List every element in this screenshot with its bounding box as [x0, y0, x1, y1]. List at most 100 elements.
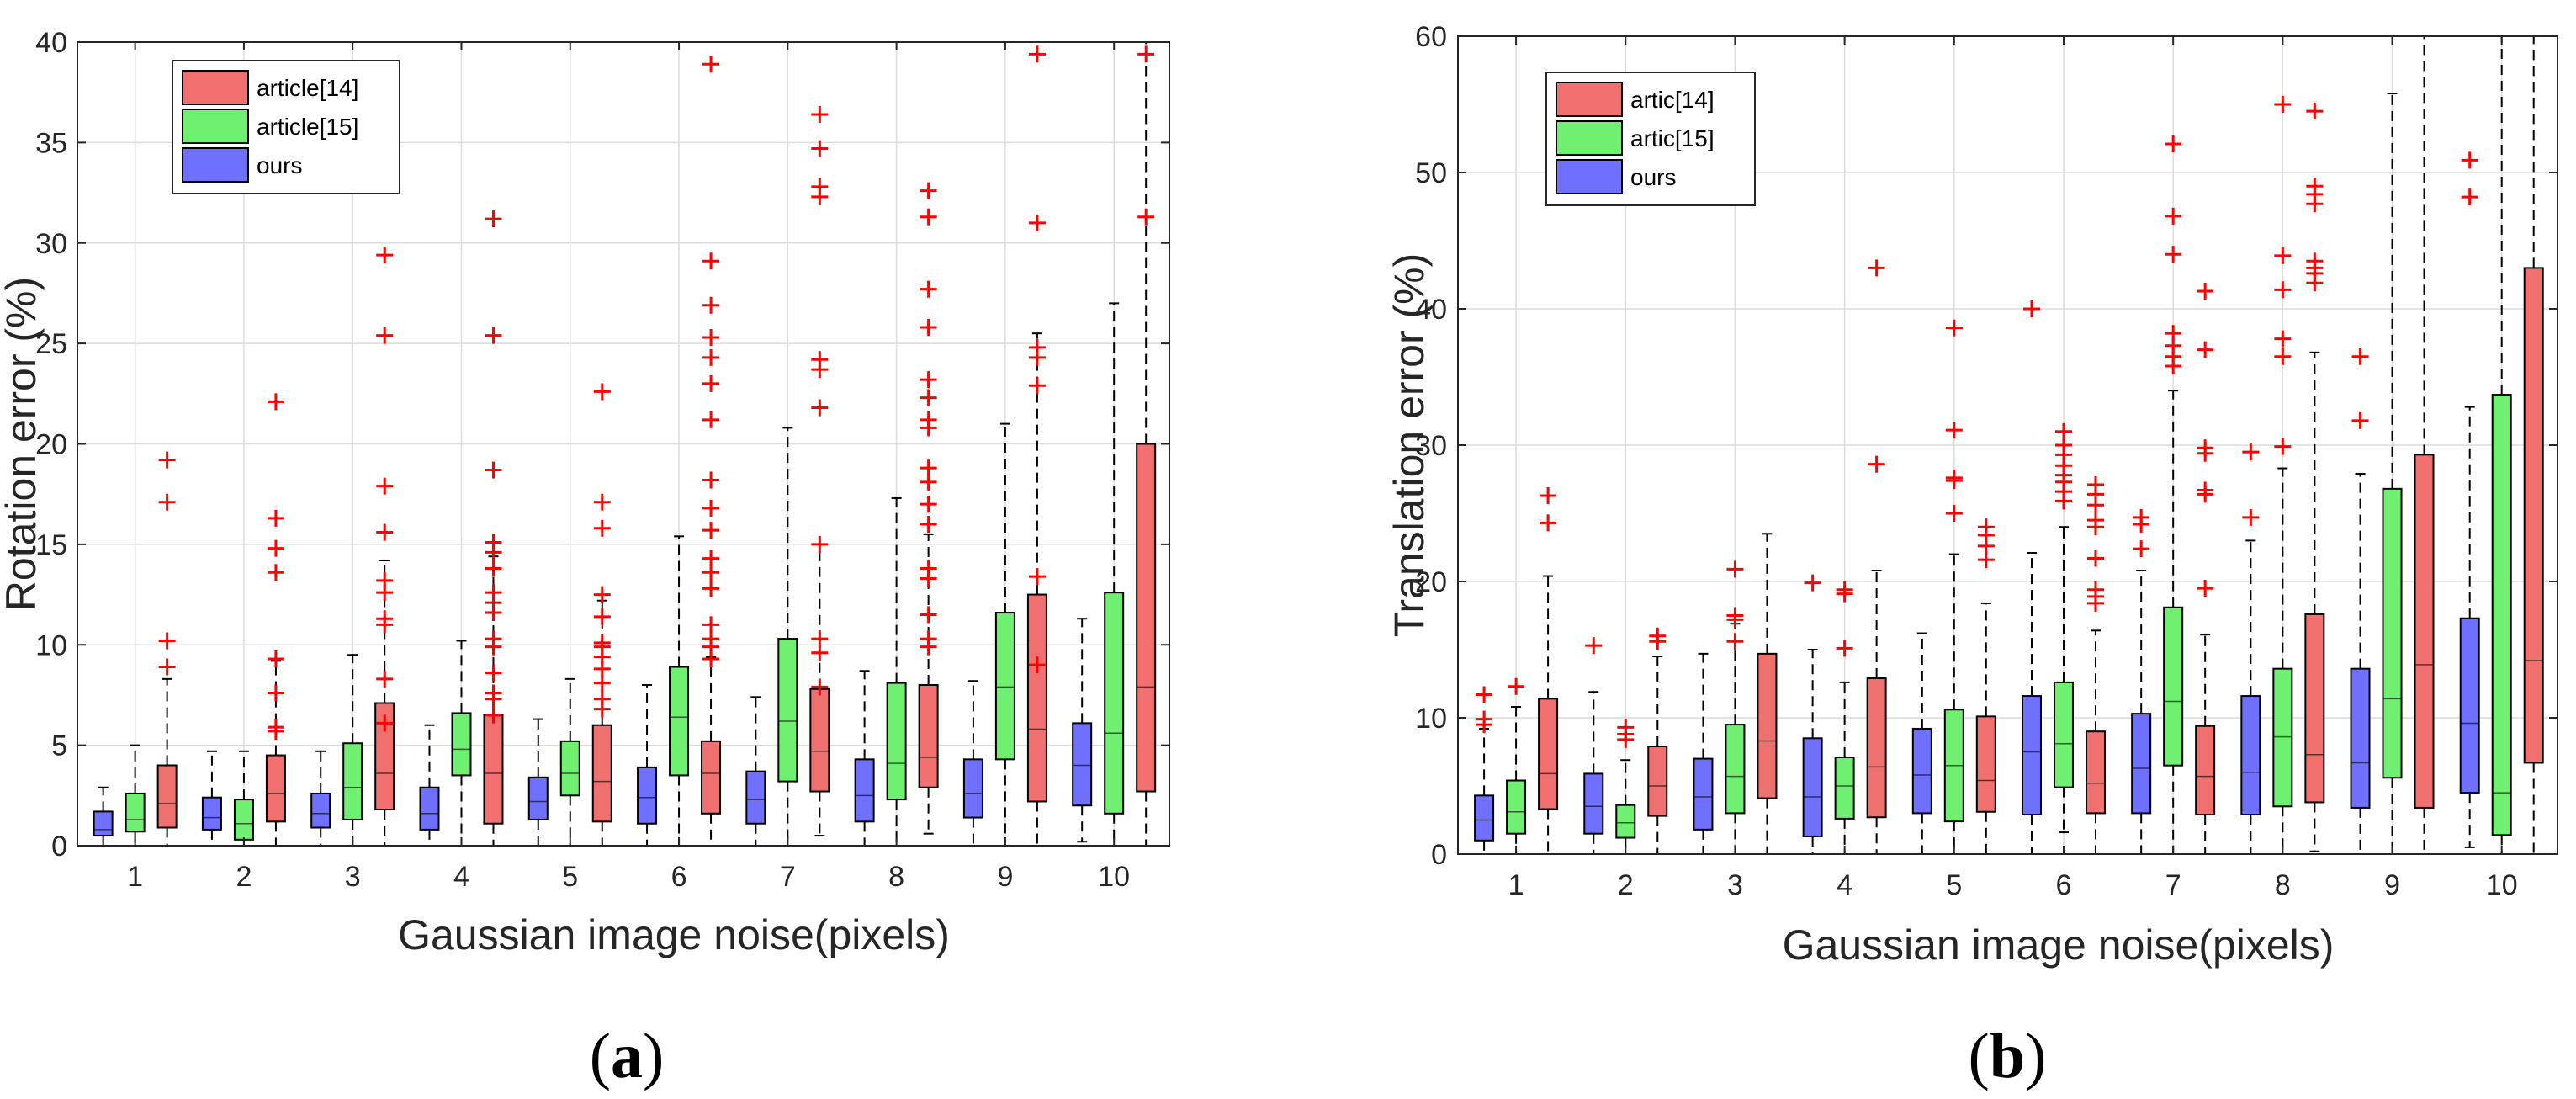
outlier-marker — [2274, 348, 2292, 365]
box-artic[14]-9 — [2414, 36, 2435, 855]
box-article[14]-6 — [701, 56, 722, 847]
outlier-marker — [2165, 207, 2182, 225]
box-artic[15]-1 — [1506, 677, 1527, 855]
outlier-marker — [376, 670, 394, 688]
legend-swatch — [1556, 82, 1623, 117]
outlier-marker — [1868, 259, 1885, 277]
outlier-marker — [2165, 246, 2182, 263]
legend-swatch — [1556, 159, 1623, 194]
outlier-marker — [1945, 505, 1963, 522]
box-ours-10 — [2459, 151, 2480, 848]
box-article[14]-7 — [809, 105, 830, 837]
x-tick-label: 8 — [888, 861, 904, 893]
x-axis-label: Gaussian image noise(pixels) — [1783, 921, 2335, 969]
legend-swatch — [1556, 120, 1623, 156]
outlier-marker — [1977, 518, 1995, 536]
y-tick-label: 0 — [51, 831, 67, 863]
box-artic[14]-5 — [1975, 518, 1996, 855]
outlier-marker — [811, 178, 829, 195]
outlier-marker — [2022, 300, 2040, 317]
outlier-marker — [485, 630, 502, 648]
outlier-marker — [2086, 581, 2104, 598]
outlier-marker — [2165, 325, 2182, 342]
outlier-marker — [702, 616, 720, 634]
box-article[14]-2 — [265, 393, 286, 847]
outlier-marker — [376, 327, 394, 344]
y-tick-label: 30 — [1415, 430, 1447, 462]
box-iqr — [342, 742, 363, 820]
legend-item: artic[15] — [1556, 120, 1715, 156]
box-iqr — [1725, 724, 1746, 815]
legend-item: ours — [1556, 159, 1676, 194]
box-iqr — [886, 682, 907, 801]
outlier-marker — [593, 586, 611, 603]
box-artic[14]-4 — [1866, 259, 1887, 855]
outlier-marker — [2351, 348, 2369, 365]
box-article[15]-4 — [451, 640, 472, 847]
box-artic[15]-8 — [2272, 96, 2293, 855]
box-iqr — [777, 638, 798, 783]
box-iqr — [2163, 606, 2184, 767]
panel-a-label: (a) — [590, 1021, 665, 1091]
box-ours-4 — [1802, 574, 1823, 855]
outlier-marker — [1476, 686, 1493, 703]
outlier-marker — [702, 499, 720, 517]
x-tick-label: 2 — [236, 861, 252, 893]
outlier-marker — [2306, 252, 2324, 270]
outlier-marker — [920, 208, 937, 226]
box-article[15]-1 — [125, 744, 146, 847]
box-artic[15]-9 — [2382, 93, 2403, 855]
x-tick-label: 1 — [1508, 869, 1524, 901]
box-iqr — [125, 792, 146, 833]
box-iqr — [1583, 772, 1604, 835]
outlier-marker — [920, 182, 937, 199]
box-iqr — [1474, 794, 1495, 842]
outlier-marker — [702, 630, 720, 648]
legend-swatch — [182, 109, 249, 144]
box-iqr — [1975, 715, 1996, 813]
y-axis-label: Translation error (%) — [1386, 253, 1433, 638]
box-article[15]-2 — [233, 750, 254, 847]
outlier-marker — [920, 630, 937, 648]
box-ours-5 — [1911, 632, 1932, 855]
box-iqr — [854, 758, 875, 823]
legend-label: ours — [257, 152, 302, 178]
x-axis-label: Gaussian image noise(pixels) — [398, 911, 950, 958]
outlier-marker — [593, 608, 611, 625]
x-tick-label: 10 — [1098, 861, 1130, 893]
box-iqr — [1693, 757, 1714, 831]
y-tick-label: 20 — [1415, 566, 1447, 598]
outlier-marker — [1028, 568, 1046, 586]
panel-a-chart: 0 5 10 15 20 25 30 35 40 1 2 3 4 5 6 7 8 9 10 Gaussian imag… — [0, 27, 1170, 958]
outlier-marker — [1868, 455, 1885, 473]
box-iqr — [1647, 746, 1668, 817]
box-iqr — [1802, 737, 1823, 837]
outlier-marker — [2197, 439, 2214, 457]
box-iqr — [93, 810, 114, 837]
box-ours-10 — [1072, 618, 1093, 843]
outlier-marker — [158, 451, 176, 469]
box-article[15]-5 — [559, 677, 580, 847]
outlier-marker — [920, 319, 937, 337]
outlier-marker — [702, 411, 720, 428]
box-article[14]-9 — [1026, 45, 1047, 847]
box-ours-1 — [93, 786, 114, 847]
outlier-marker — [1617, 719, 1635, 736]
y-tick-label: 60 — [1415, 21, 1447, 53]
box-iqr — [527, 776, 549, 820]
y-tick-label: 10 — [1415, 703, 1447, 735]
box-article[15]-9 — [994, 422, 1015, 847]
outlier-marker — [702, 471, 720, 489]
outlier-marker — [811, 105, 829, 123]
outlier-marker — [2242, 443, 2260, 461]
outlier-marker — [267, 719, 284, 736]
y-tick-label: 20 — [35, 429, 67, 461]
box-iqr — [2491, 394, 2512, 836]
box-iqr — [2304, 613, 2325, 804]
outlier-marker — [2274, 247, 2292, 264]
outlier-marker — [1804, 574, 1821, 592]
outlier-marker — [485, 706, 502, 724]
box-article[14]-1 — [156, 451, 178, 847]
outlier-marker — [376, 571, 394, 589]
outlier-marker — [2461, 151, 2478, 169]
